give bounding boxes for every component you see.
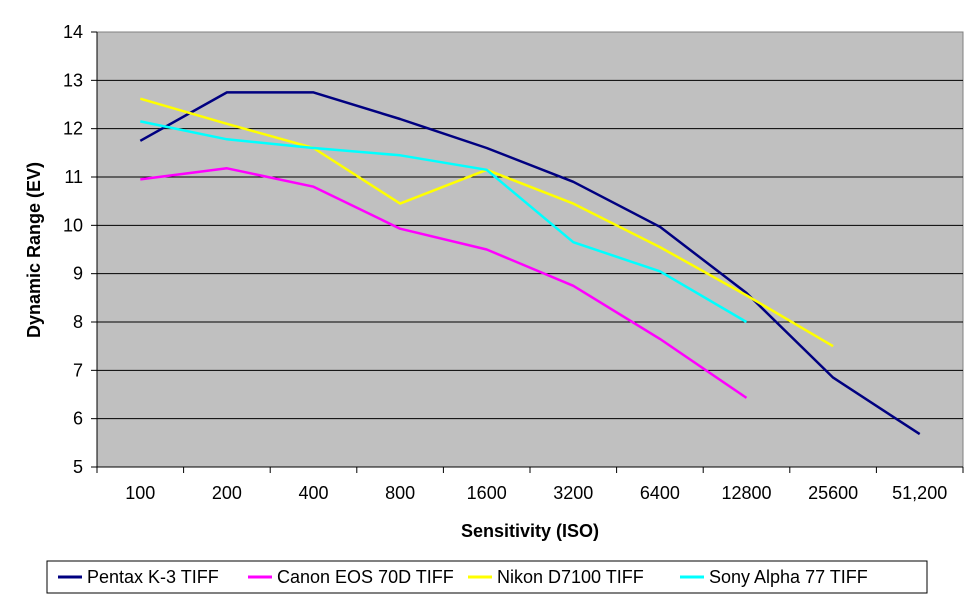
y-tick-label: 13 xyxy=(63,70,83,90)
x-tick-label: 3200 xyxy=(553,483,593,503)
axes xyxy=(96,32,964,473)
y-tick-label: 5 xyxy=(73,457,83,477)
x-tick-label: 12800 xyxy=(721,483,771,503)
x-tick-label: 1600 xyxy=(467,483,507,503)
x-tick-label: 400 xyxy=(298,483,328,503)
legend-label: Nikon D7100 TIFF xyxy=(497,567,644,587)
plot-area xyxy=(96,31,964,468)
y-tick-label: 9 xyxy=(73,264,83,284)
y-tick-label: 14 xyxy=(63,22,83,42)
legend-label: Pentax K-3 TIFF xyxy=(87,567,219,587)
plot-background xyxy=(96,31,964,468)
series-lines xyxy=(139,91,921,436)
x-tick-label: 51,200 xyxy=(892,483,947,503)
y-tick-label: 12 xyxy=(63,119,83,139)
y-tick-label: 6 xyxy=(73,409,83,429)
x-tick-label: 6400 xyxy=(640,483,680,503)
legend-label: Sony Alpha 77 TIFF xyxy=(709,567,868,587)
y-tick-label: 10 xyxy=(63,215,83,235)
legend: Pentax K-3 TIFF Canon EOS 70D TIFF Nikon D… xyxy=(46,560,928,594)
y-tick-label: 8 xyxy=(73,312,83,332)
y-axis-title: Dynamic Range (EV) xyxy=(24,162,44,338)
series-line-4 xyxy=(140,120,748,324)
x-tick-labels: 100 200 400 800 1600 3200 6400 12800 25600 51,200 xyxy=(125,483,947,503)
x-tick-label: 25600 xyxy=(808,483,858,503)
legend-label: Canon EOS 70D TIFF xyxy=(277,567,454,587)
x-tick-label: 100 xyxy=(125,483,155,503)
x-axis-title: Sensitivity (ISO) xyxy=(461,521,599,541)
series-line-1 xyxy=(139,91,921,436)
y-tick-labels: 5 6 7 8 9 10 11 12 13 14 xyxy=(63,22,83,477)
y-tick-label: 11 xyxy=(64,167,83,187)
y-tick-label: 7 xyxy=(73,360,83,380)
x-tick-label: 800 xyxy=(385,483,415,503)
series-line-2 xyxy=(140,167,748,399)
x-tick-label: 200 xyxy=(212,483,242,503)
